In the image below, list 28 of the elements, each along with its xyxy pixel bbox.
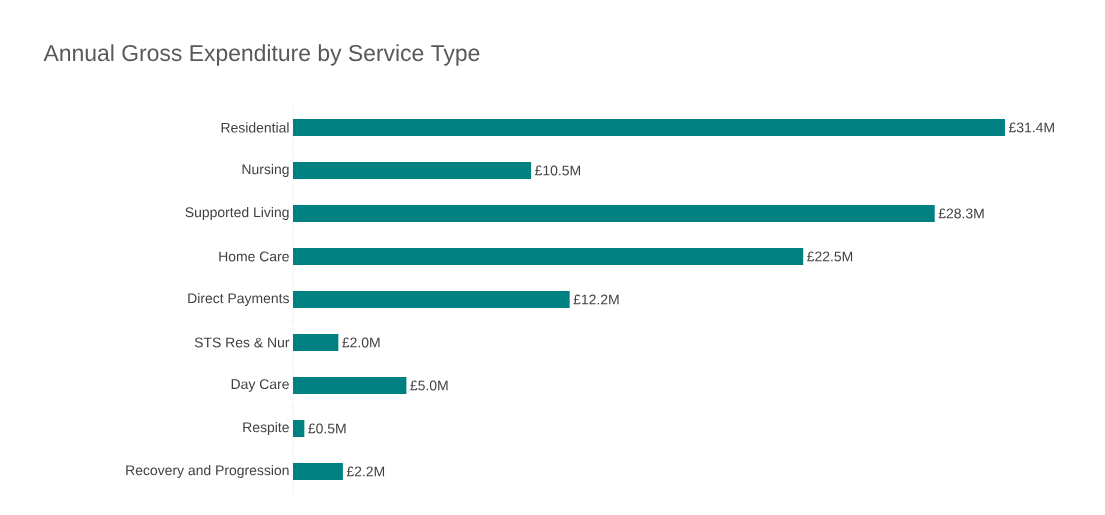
bar xyxy=(293,204,935,222)
y-tick-label: Respite xyxy=(243,421,289,435)
bar xyxy=(293,333,339,351)
data-label: £10.5M xyxy=(535,165,580,176)
y-tick-label: Recovery and Progression xyxy=(126,464,289,478)
data-label: £2.2M xyxy=(346,466,385,477)
y-tick-label: Day Care xyxy=(231,379,289,392)
data-label: £31.4M xyxy=(1008,122,1054,133)
bar xyxy=(293,247,804,265)
data-label: £5.0M xyxy=(410,380,448,391)
data-label: £22.5M xyxy=(807,251,853,262)
bar xyxy=(293,376,407,394)
bar xyxy=(293,290,570,308)
y-tick-label: STS Res & Nur xyxy=(194,337,290,348)
bar xyxy=(293,161,532,179)
data-label: £0.5M xyxy=(308,423,346,434)
y-tick-label: Nursing xyxy=(242,163,289,177)
data-label: £12.2M xyxy=(573,294,619,305)
data-label: £2.0M xyxy=(342,337,380,348)
bar xyxy=(293,419,305,437)
bar xyxy=(293,462,343,480)
y-tick-label: Home Care xyxy=(219,251,289,262)
y-tick-label: Supported Living xyxy=(185,206,289,220)
data-label: £28.3M xyxy=(938,208,984,219)
y-tick-label: Residential xyxy=(221,122,289,133)
bar xyxy=(293,118,1006,136)
chart-title: Annual Gross Expenditure by Service Type xyxy=(43,44,480,66)
y-tick-label: Direct Payments xyxy=(188,292,289,306)
